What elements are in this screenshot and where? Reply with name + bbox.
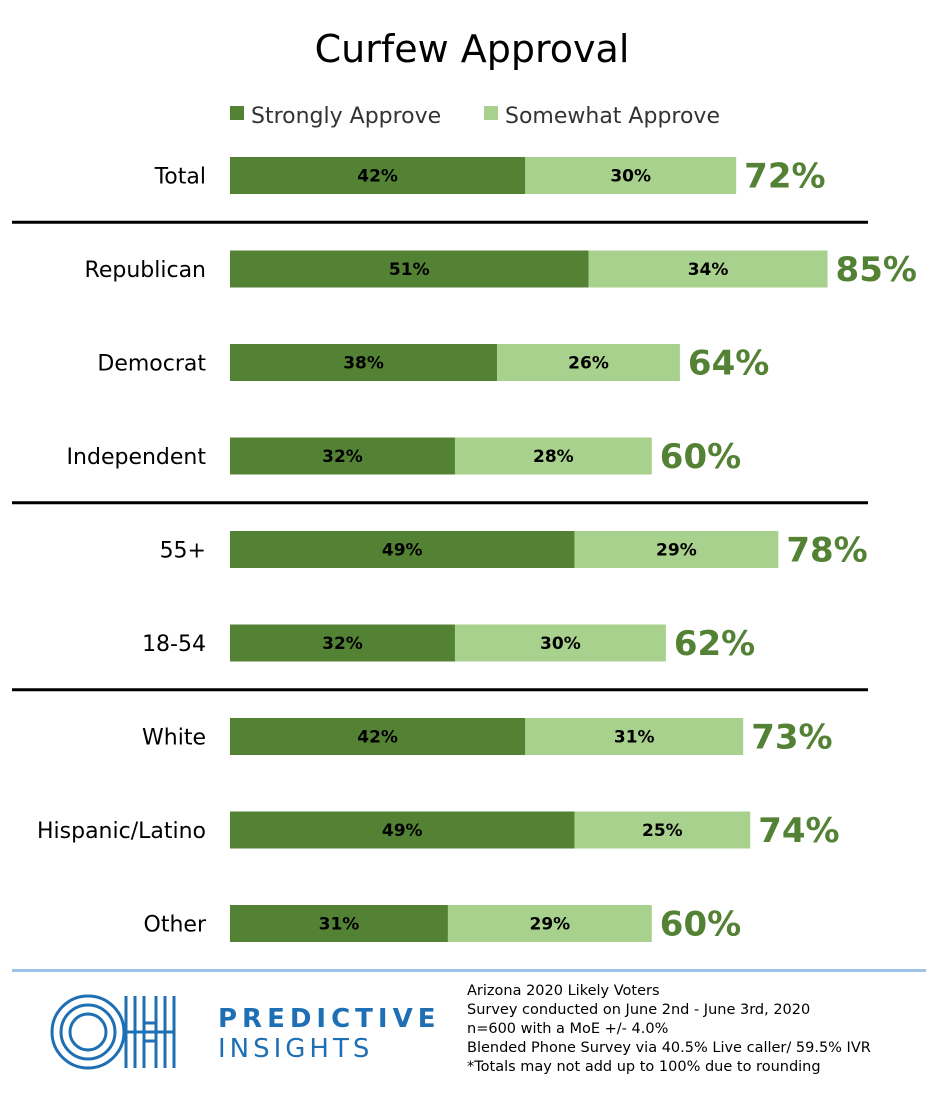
bar-strong-hispanic-latino	[230, 811, 575, 849]
data-label-somewhat-democrat: 26%	[568, 354, 609, 374]
bar-somewhat-democrat	[497, 344, 680, 381]
data-label-strong-hispanic-latino: 49%	[382, 821, 423, 841]
total-label-55: 78%	[786, 531, 867, 571]
total-label-other: 60%	[660, 905, 741, 945]
total-label-18-54: 62%	[674, 624, 755, 664]
data-label-strong-total: 42%	[357, 167, 398, 187]
data-label-somewhat-55: 29%	[656, 541, 697, 561]
total-label-independent: 60%	[660, 437, 741, 477]
bar-somewhat-republican	[588, 250, 828, 288]
total-label-hispanic-latino: 74%	[758, 811, 839, 851]
bar-strong-total	[230, 157, 526, 194]
category-label-democrat: Democrat	[97, 352, 206, 377]
bar-strong-independent	[230, 437, 455, 475]
data-label-strong-republican: 51%	[389, 260, 430, 280]
data-label-strong-white: 42%	[357, 728, 398, 748]
total-label-white: 73%	[751, 718, 832, 758]
data-label-somewhat-independent: 28%	[533, 447, 574, 467]
category-label-55: 55+	[160, 539, 206, 564]
bar-strong-democrat	[230, 344, 498, 381]
group-dividers	[12, 220, 868, 692]
oh-logo-icon	[50, 994, 176, 1070]
category-label-other: Other	[144, 913, 207, 938]
data-label-somewhat-hispanic-latino: 25%	[642, 821, 683, 841]
data-label-somewhat-other: 29%	[530, 915, 571, 935]
bar-somewhat-55	[574, 531, 779, 568]
legend-swatch-somewhat-approve	[484, 106, 498, 120]
legend-label-strongly-approve: Strongly Approve	[251, 104, 441, 129]
data-label-somewhat-white: 31%	[614, 728, 655, 748]
bars-group: Total 42% 30% 72% Republican 51% 34% 85% Democra…	[37, 157, 917, 945]
bar-somewhat-total	[525, 157, 737, 194]
brand-line-predictive: PREDICTIVE	[218, 1004, 441, 1034]
data-label-somewhat-republican: 34%	[688, 260, 729, 280]
bar-somewhat-18-54	[454, 624, 666, 662]
category-label-white: White	[142, 726, 206, 751]
category-label-independent: Independent	[67, 445, 207, 470]
survey-note: Survey conducted on June 2nd - June 3rd,…	[467, 1002, 811, 1018]
category-label-total: Total	[154, 165, 206, 190]
total-label-total: 72%	[744, 157, 825, 197]
bar-strong-white	[230, 718, 526, 755]
data-label-somewhat-18-54: 30%	[540, 634, 581, 654]
data-label-strong-democrat: 38%	[343, 354, 384, 374]
category-label-hispanic-latino: Hispanic/Latino	[37, 819, 206, 844]
data-label-strong-independent: 32%	[322, 447, 363, 467]
bar-strong-other	[230, 905, 448, 942]
survey-note: Arizona 2020 Likely Voters	[467, 983, 660, 999]
bar-somewhat-independent	[454, 437, 652, 475]
chart: Curfew Approval Strongly Approve Somewha…	[12, 27, 917, 945]
survey-notes: Arizona 2020 Likely Voters Survey conduc…	[467, 982, 871, 1077]
footer-divider	[12, 969, 926, 972]
total-label-democrat: 64%	[688, 344, 769, 384]
legend-label-somewhat-approve: Somewhat Approve	[505, 104, 720, 129]
data-label-strong-55: 49%	[382, 541, 423, 561]
category-label-18-54: 18-54	[142, 632, 206, 657]
total-label-republican: 85%	[836, 250, 917, 290]
data-label-strong-other: 31%	[319, 915, 360, 935]
legend: Strongly Approve Somewhat Approve	[230, 104, 720, 129]
bar-somewhat-other	[447, 905, 652, 942]
bar-somewhat-white	[525, 718, 744, 755]
chart-title: Curfew Approval	[315, 27, 630, 71]
brand-line-insights: INSIGHTS	[218, 1034, 374, 1064]
bar-strong-republican	[230, 250, 589, 288]
bar-strong-55	[230, 531, 575, 568]
data-label-somewhat-total: 30%	[610, 167, 651, 187]
legend-swatch-strongly-approve	[230, 106, 244, 120]
bar-strong-18-54	[230, 624, 455, 662]
survey-note: n=600 with a MoE +/- 4.0%	[467, 1021, 669, 1037]
survey-note: Blended Phone Survey via 40.5% Live call…	[467, 1040, 871, 1056]
brand-name: PREDICTIVE INSIGHTS	[218, 1004, 440, 1064]
data-label-strong-18-54: 32%	[322, 634, 363, 654]
category-label-republican: Republican	[85, 258, 206, 283]
survey-note: *Totals may not add up to 100% due to ro…	[467, 1059, 821, 1075]
bar-somewhat-hispanic-latino	[574, 811, 751, 849]
